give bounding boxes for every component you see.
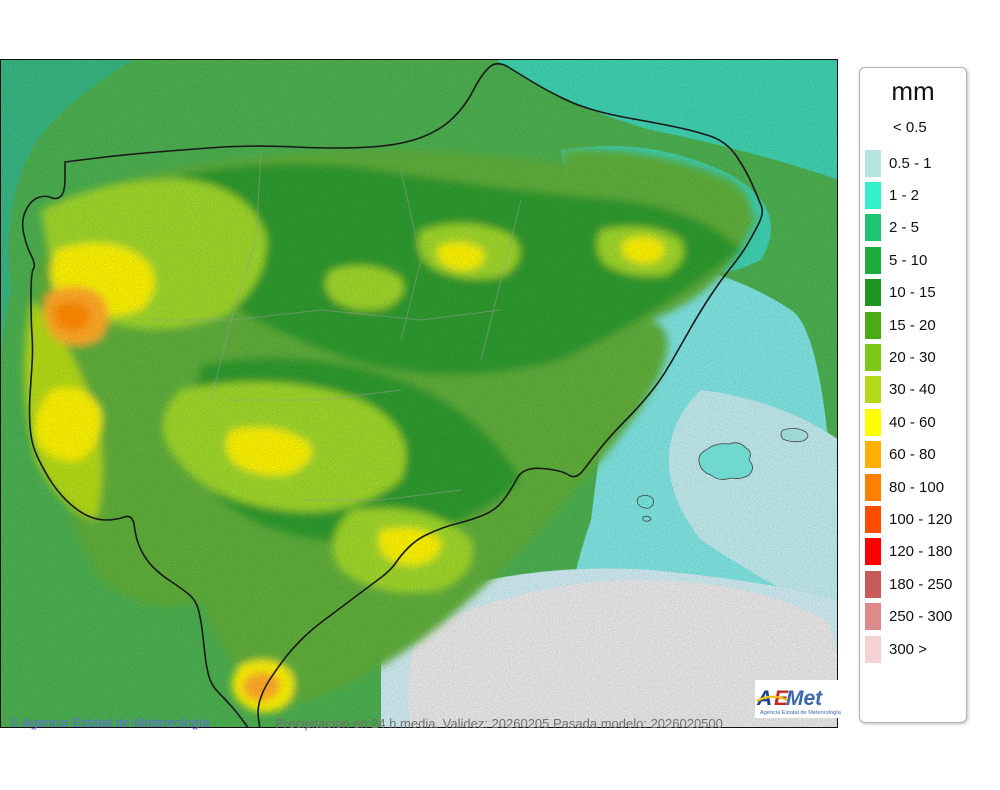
svg-text:Agencia Estatal de Meteorologí: Agencia Estatal de Meteorología (760, 710, 842, 716)
svg-text:Met: Met (786, 687, 823, 710)
